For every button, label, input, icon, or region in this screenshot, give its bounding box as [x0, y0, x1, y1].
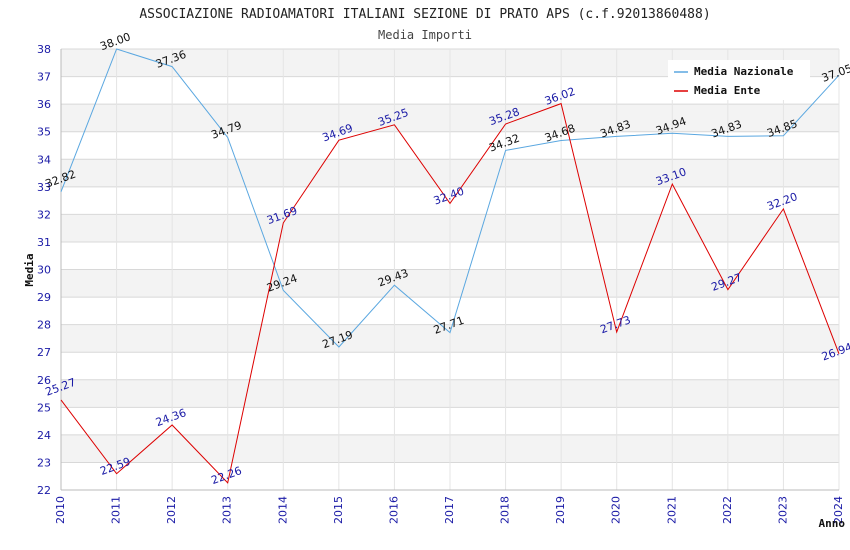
y-tick-label: 24: [37, 429, 51, 442]
x-tick-label: 2019: [554, 496, 567, 524]
y-tick-label: 33: [37, 181, 51, 194]
legend-label-nazionale: Media Nazionale: [694, 65, 794, 78]
y-tick-label: 29: [37, 291, 51, 304]
series-lines: [60, 48, 840, 484]
y-tick-label: 26: [37, 374, 51, 387]
x-tick-label: 2016: [387, 496, 400, 524]
y-tick-label: 27: [37, 346, 51, 359]
grid-lines: [60, 48, 840, 491]
x-tick-label: 2017: [443, 496, 456, 524]
x-tick-label: 2023: [776, 496, 789, 524]
y-tick-label: 38: [37, 43, 51, 56]
legend-label-ente: Media Ente: [694, 84, 761, 97]
x-tick-label: 2013: [221, 496, 234, 524]
chart-title: ASSOCIAZIONE RADIOAMATORI ITALIANI SEZIO…: [139, 7, 710, 22]
y-tick-label: 22: [37, 484, 51, 497]
y-tick-label: 32: [37, 208, 51, 221]
series-line-ente: [60, 102, 840, 484]
y-tick-label: 34: [37, 153, 51, 166]
x-tick-label: 2014: [276, 496, 289, 524]
y-tick-label: 25: [37, 401, 51, 414]
y-tick-label: 37: [37, 71, 51, 84]
x-tick-label: 2011: [110, 496, 123, 524]
y-axis-label: Media: [23, 253, 36, 286]
x-tick-label: 2010: [54, 496, 67, 524]
x-axis-label: Anno: [819, 517, 846, 530]
x-tick-labels: 2010 2011 2012 2013 2014 2015 2016 2017 2018 2019…: [54, 496, 845, 524]
x-tick-label: 2018: [499, 496, 512, 524]
x-tick-label: 2015: [332, 496, 345, 524]
y-tick-label: 30: [37, 264, 51, 277]
legend-background: [668, 60, 810, 100]
y-tick-label: 36: [37, 98, 51, 111]
axes: [60, 49, 839, 491]
chart-subtitle: Media Importi: [378, 28, 472, 42]
y-tick-label: 23: [37, 456, 51, 469]
x-tick-label: 2012: [165, 496, 178, 524]
x-tick-label: 2024: [832, 496, 845, 524]
series-line-nazionale: [60, 48, 840, 348]
x-tick-label: 2020: [610, 496, 623, 524]
legend: Media Nazionale Media Ente: [668, 60, 810, 100]
x-tick-label: 2021: [665, 496, 678, 524]
y-tick-label: 35: [37, 126, 51, 139]
x-tick-label: 2022: [721, 496, 734, 524]
y-tick-label: 28: [37, 319, 51, 332]
y-tick-label: 31: [37, 236, 51, 249]
y-tick-labels: 22 23 24 25 26 27 28 29 30 31 32 33 34 35 36 37 38: [37, 43, 51, 497]
